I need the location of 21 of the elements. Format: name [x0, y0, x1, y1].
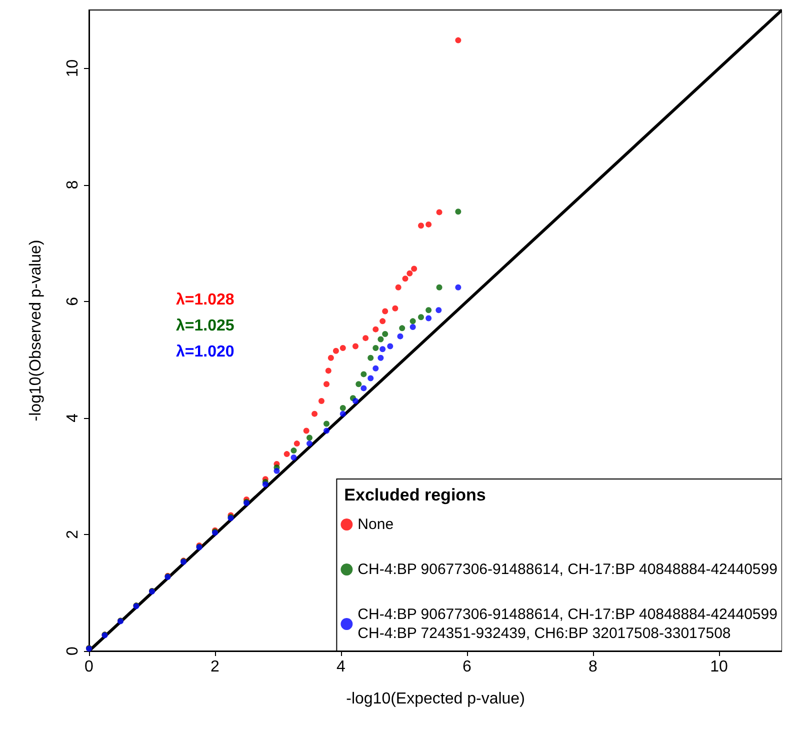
legend-label: CH-4:BP 90677306-91488614, CH-17:BP 40848884-42440599 — [358, 561, 778, 578]
legend-label: CH-4:BP 90677306-91488614, CH-17:BP 40848884-42440599 CH-4:BP 724351-932439, CH6:BP 32017508-33017508 — [358, 606, 778, 642]
y-tick-label: 6 — [64, 296, 82, 306]
y-axis-title: -log10(Observed p-value) — [28, 240, 44, 422]
x-axis-title: -log10(Expected p-value) — [346, 690, 525, 708]
y-tick-label: 4 — [64, 413, 82, 422]
y-tick-label: 0 — [64, 646, 82, 656]
x-tick-label: 2 — [210, 658, 220, 676]
x-tick-label: 8 — [588, 658, 598, 676]
x-tick-label: 0 — [84, 658, 94, 676]
x-tick-label: 4 — [336, 658, 346, 676]
annotation: λ=1.028 — [176, 292, 234, 308]
legend-title: Excluded regions — [344, 486, 486, 504]
y-tick-label: 2 — [64, 530, 82, 539]
x-tick-label: 10 — [710, 658, 728, 676]
annotation: λ=1.020 — [176, 344, 234, 360]
x-tick-label: 6 — [462, 658, 472, 676]
y-tick-label: 8 — [64, 180, 82, 190]
legend-label: None — [358, 516, 394, 533]
annotation: λ=1.025 — [176, 318, 234, 334]
y-tick-label: 10 — [64, 59, 82, 78]
